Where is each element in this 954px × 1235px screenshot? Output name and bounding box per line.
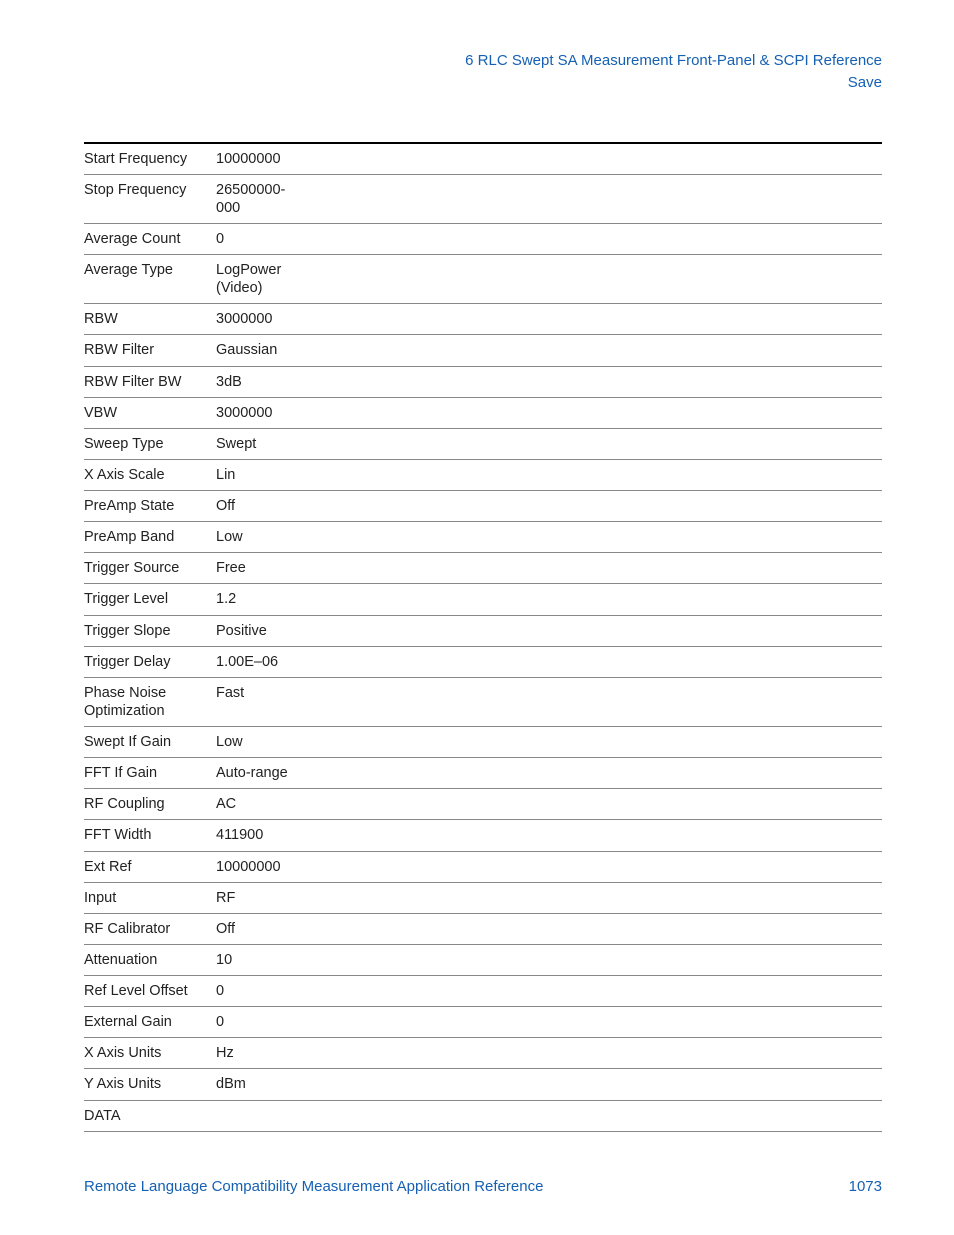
param-value xyxy=(216,1100,882,1131)
param-label: DATA xyxy=(84,1100,216,1131)
param-label: Y Axis Units xyxy=(84,1069,216,1100)
param-label: X Axis Scale xyxy=(84,459,216,490)
param-value: 0 xyxy=(216,1007,882,1038)
param-label: PreAmp Band xyxy=(84,522,216,553)
param-value: RF xyxy=(216,882,882,913)
footer-title: Remote Language Compatibility Measuremen… xyxy=(84,1178,543,1195)
table-row: RBW FilterGaussian xyxy=(84,335,882,366)
table-row: RBW3000000 xyxy=(84,304,882,335)
table-row: Swept If GainLow xyxy=(84,727,882,758)
param-label: Ref Level Offset xyxy=(84,976,216,1007)
param-value: 3000000 xyxy=(216,304,882,335)
table-row: Ext Ref10000000 xyxy=(84,851,882,882)
param-label: External Gain xyxy=(84,1007,216,1038)
table-row: PreAmp StateOff xyxy=(84,491,882,522)
table-row: InputRF xyxy=(84,882,882,913)
param-value: 3dB xyxy=(216,366,882,397)
param-label: Average Count xyxy=(84,223,216,254)
param-value: 10000000 xyxy=(216,851,882,882)
param-value: 1.2 xyxy=(216,584,882,615)
param-value: Auto-range xyxy=(216,758,882,789)
param-value: Free xyxy=(216,553,882,584)
table-row: Trigger SourceFree xyxy=(84,553,882,584)
table-row: Stop Frequency26500000-000 xyxy=(84,174,882,223)
param-label: VBW xyxy=(84,397,216,428)
table-row: RF CouplingAC xyxy=(84,789,882,820)
param-label: FFT Width xyxy=(84,820,216,851)
header-line-2: Save xyxy=(84,72,882,94)
param-label: Swept If Gain xyxy=(84,727,216,758)
param-label: Stop Frequency xyxy=(84,174,216,223)
table-row: Trigger Level1.2 xyxy=(84,584,882,615)
param-label: FFT If Gain xyxy=(84,758,216,789)
param-value: Gaussian xyxy=(216,335,882,366)
param-label: Average Type xyxy=(84,255,216,304)
page-container: 6 RLC Swept SA Measurement Front-Panel &… xyxy=(0,0,954,1235)
table-row: Attenuation10 xyxy=(84,944,882,975)
param-label: Trigger Source xyxy=(84,553,216,584)
param-value: LogPower (Video) xyxy=(216,255,882,304)
param-label: Trigger Level xyxy=(84,584,216,615)
param-value: 0 xyxy=(216,976,882,1007)
param-value: Low xyxy=(216,522,882,553)
param-value: dBm xyxy=(216,1069,882,1100)
page-footer: Remote Language Compatibility Measuremen… xyxy=(84,1178,882,1195)
param-value: Fast xyxy=(216,677,882,726)
param-label: RBW xyxy=(84,304,216,335)
param-value: Swept xyxy=(216,428,882,459)
param-label: Attenuation xyxy=(84,944,216,975)
table-row: FFT Width411900 xyxy=(84,820,882,851)
table-row: RBW Filter BW3dB xyxy=(84,366,882,397)
param-label: Input xyxy=(84,882,216,913)
table-row: Sweep TypeSwept xyxy=(84,428,882,459)
param-value: Off xyxy=(216,913,882,944)
param-value: 3000000 xyxy=(216,397,882,428)
parameters-table: Start Frequency10000000Stop Frequency265… xyxy=(84,142,882,1132)
table-row: DATA xyxy=(84,1100,882,1131)
footer-page-number: 1073 xyxy=(849,1178,882,1195)
param-value: 10000000 xyxy=(216,143,882,175)
header-line-1: 6 RLC Swept SA Measurement Front-Panel &… xyxy=(84,50,882,72)
parameters-tbody: Start Frequency10000000Stop Frequency265… xyxy=(84,143,882,1132)
param-value: AC xyxy=(216,789,882,820)
param-label: RF Coupling xyxy=(84,789,216,820)
param-label: Phase Noise Optimization xyxy=(84,677,216,726)
table-row: Ref Level Offset0 xyxy=(84,976,882,1007)
table-row: Start Frequency10000000 xyxy=(84,143,882,175)
param-value: 10 xyxy=(216,944,882,975)
param-value: Lin xyxy=(216,459,882,490)
table-row: X Axis UnitsHz xyxy=(84,1038,882,1069)
table-row: FFT If GainAuto-range xyxy=(84,758,882,789)
page-header: 6 RLC Swept SA Measurement Front-Panel &… xyxy=(84,50,882,94)
table-row: PreAmp BandLow xyxy=(84,522,882,553)
param-value: Off xyxy=(216,491,882,522)
table-row: RF CalibratorOff xyxy=(84,913,882,944)
param-label: RF Calibrator xyxy=(84,913,216,944)
param-value: 0 xyxy=(216,223,882,254)
param-label: PreAmp State xyxy=(84,491,216,522)
table-row: Trigger SlopePositive xyxy=(84,615,882,646)
table-row: Trigger Delay1.00E–06 xyxy=(84,646,882,677)
param-label: Trigger Delay xyxy=(84,646,216,677)
table-row: VBW3000000 xyxy=(84,397,882,428)
param-value: 1.00E–06 xyxy=(216,646,882,677)
param-value: Low xyxy=(216,727,882,758)
param-value: 26500000-000 xyxy=(216,174,882,223)
param-label: Ext Ref xyxy=(84,851,216,882)
param-value: Positive xyxy=(216,615,882,646)
param-label: Sweep Type xyxy=(84,428,216,459)
param-label: X Axis Units xyxy=(84,1038,216,1069)
table-row: Average TypeLogPower (Video) xyxy=(84,255,882,304)
param-label: Start Frequency xyxy=(84,143,216,175)
table-row: X Axis ScaleLin xyxy=(84,459,882,490)
table-row: Y Axis UnitsdBm xyxy=(84,1069,882,1100)
param-label: Trigger Slope xyxy=(84,615,216,646)
table-row: Phase Noise OptimizationFast xyxy=(84,677,882,726)
table-row: External Gain0 xyxy=(84,1007,882,1038)
param-label: RBW Filter xyxy=(84,335,216,366)
param-value: Hz xyxy=(216,1038,882,1069)
param-value: 411900 xyxy=(216,820,882,851)
param-label: RBW Filter BW xyxy=(84,366,216,397)
table-row: Average Count0 xyxy=(84,223,882,254)
